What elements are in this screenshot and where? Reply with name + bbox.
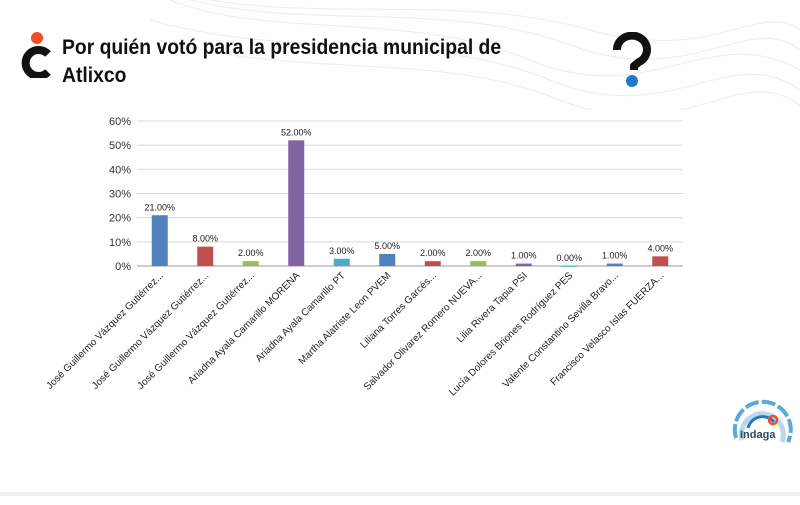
bar: [379, 253, 396, 266]
y-tick-label: 40%: [109, 164, 131, 176]
bar: [606, 263, 623, 266]
y-tick-label: 20%: [109, 213, 131, 225]
x-category-label: Martha Alatriste Leon PVEM: [297, 270, 394, 367]
chart-gridlines: [137, 120, 683, 267]
bar-data-label: 0.00%: [556, 253, 582, 263]
bar: [561, 266, 578, 267]
bar-data-label: 5.00%: [374, 241, 400, 251]
x-category-label: Liliana Torres Garcés...: [359, 270, 439, 350]
bar: [197, 246, 214, 266]
bar-data-label: 52.00%: [281, 127, 312, 137]
bar: [470, 261, 487, 266]
footer-divider: [0, 492, 800, 496]
indaga-circles-logo-icon: Indaga: [732, 399, 793, 443]
inverted-question-mark-icon: [21, 32, 51, 78]
bar: [288, 140, 305, 266]
x-category-label: Ariadna Ayala Camarillo PT: [254, 270, 348, 364]
bar: [151, 215, 168, 266]
y-tick-label: 50%: [109, 140, 131, 152]
y-tick-label: 10%: [109, 237, 131, 249]
bar-data-label: 1.00%: [511, 251, 537, 261]
y-tick-label: 0%: [115, 261, 131, 273]
y-tick-label: 60%: [109, 116, 131, 128]
svg-text:Indaga: Indaga: [740, 429, 776, 441]
bar: [424, 261, 441, 266]
question-mark-icon: [612, 32, 651, 87]
decorative-background-pattern: [150, 0, 800, 110]
x-axis-category-labels: José Guillermo Vázquez Gutiérrez...José …: [45, 270, 667, 398]
bar-chart: 0% 10% 20% 30% 40% 50% 60% 21.00% 8.00% 2.00% 52.…: [45, 116, 683, 398]
bar-data-labels: 21.00% 8.00% 2.00% 52.00% 3.00% 5.00% 2.00% 2.0…: [144, 127, 673, 263]
chart-bars: [151, 140, 669, 267]
bar-data-label: 4.00%: [647, 243, 673, 253]
bar-data-label: 2.00%: [420, 248, 446, 258]
bar: [242, 261, 259, 266]
bar-data-label: 21.00%: [144, 202, 175, 212]
y-axis-tick-labels: 0% 10% 20% 30% 40% 50% 60%: [109, 116, 131, 273]
bar-data-label: 2.00%: [465, 248, 491, 258]
bar: [515, 263, 532, 266]
bar: [333, 258, 350, 266]
bar-data-label: 8.00%: [192, 234, 218, 244]
bar-data-label: 1.00%: [602, 251, 628, 261]
bar-data-label: 3.00%: [329, 246, 355, 256]
bar: [652, 256, 669, 266]
page-title: Por quién votó para la presidencia munic…: [62, 36, 502, 87]
bar-data-label: 2.00%: [238, 248, 264, 258]
y-tick-label: 30%: [109, 189, 131, 201]
